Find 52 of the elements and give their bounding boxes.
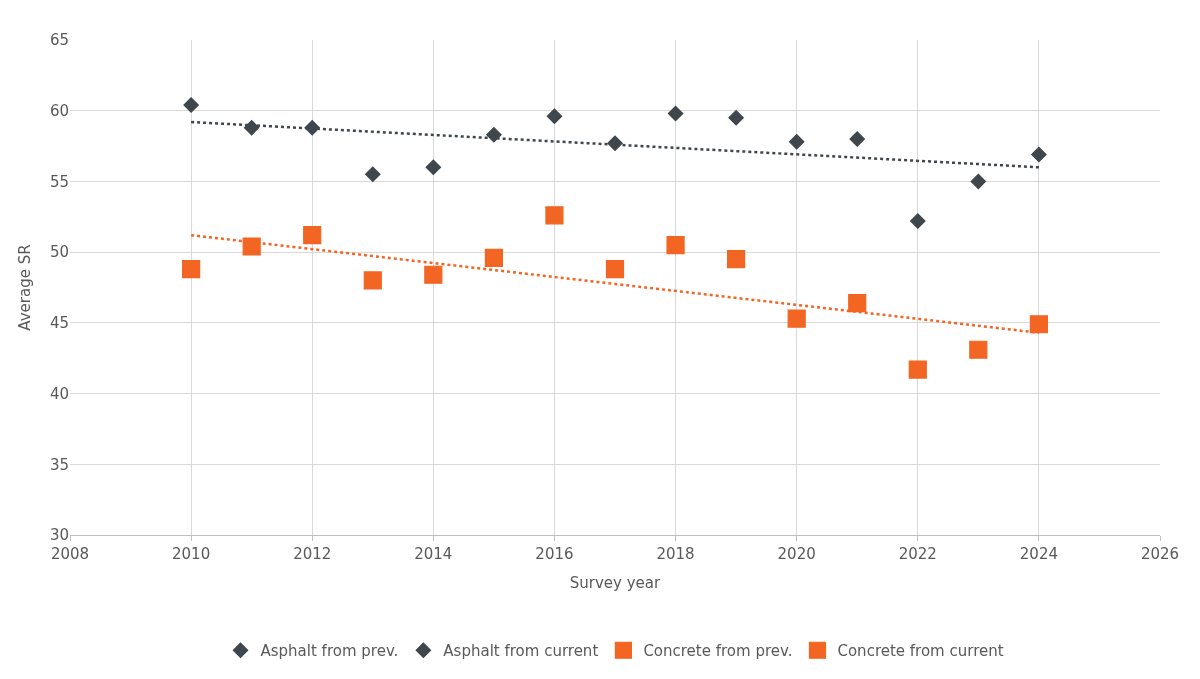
point xyxy=(728,110,744,126)
legend-label: Asphalt from prev. xyxy=(260,642,399,661)
x-tick-label: 2014 xyxy=(414,545,453,563)
x-axis-title: Survey year xyxy=(569,574,662,592)
y-tick-label: 60 xyxy=(49,101,69,120)
y-tick-label: 55 xyxy=(49,172,69,191)
point xyxy=(363,271,382,290)
point xyxy=(242,237,261,256)
point xyxy=(787,309,806,328)
point xyxy=(970,173,987,190)
point xyxy=(969,340,988,359)
legend-label: Concrete from prev. xyxy=(643,642,793,661)
x-tick-label: 2008 xyxy=(50,545,90,563)
point xyxy=(545,206,564,225)
y-tick-label: 40 xyxy=(49,384,69,403)
point xyxy=(1029,315,1048,334)
y-tick-label: 30 xyxy=(49,526,69,545)
point xyxy=(183,97,199,113)
x-tick-label: 2010 xyxy=(172,545,211,563)
legend-label: Asphalt from current xyxy=(443,642,599,661)
x-tick-label: 2012 xyxy=(293,545,332,563)
point xyxy=(484,248,503,267)
point xyxy=(605,260,625,279)
x-tick-label: 2026 xyxy=(1140,545,1180,563)
point xyxy=(727,250,746,269)
x-tick-label: 2020 xyxy=(777,545,816,563)
legend-label: Concrete from current xyxy=(837,642,1004,661)
y-tick-label: 45 xyxy=(49,314,69,333)
x-tick-label: 2016 xyxy=(535,545,574,563)
point xyxy=(1031,146,1047,163)
point xyxy=(182,260,201,279)
y-axis-title: Average SR xyxy=(16,244,35,331)
point xyxy=(667,105,684,122)
point xyxy=(486,127,502,143)
point xyxy=(424,265,443,284)
point xyxy=(243,119,260,136)
y-tick-label: 65 xyxy=(49,31,69,50)
point xyxy=(908,360,927,379)
point xyxy=(365,166,381,183)
point xyxy=(303,226,322,245)
point xyxy=(848,293,867,313)
x-tick-label: 2018 xyxy=(656,545,695,563)
point xyxy=(666,235,685,255)
x-tick-label: 2024 xyxy=(1019,545,1058,563)
y-tick-label: 35 xyxy=(49,455,69,474)
y-tick-label: 50 xyxy=(49,243,69,262)
x-tick-label: 2022 xyxy=(898,545,937,563)
point xyxy=(546,108,563,125)
point xyxy=(849,131,865,147)
point xyxy=(910,213,926,229)
point xyxy=(425,159,442,176)
point xyxy=(788,134,805,150)
